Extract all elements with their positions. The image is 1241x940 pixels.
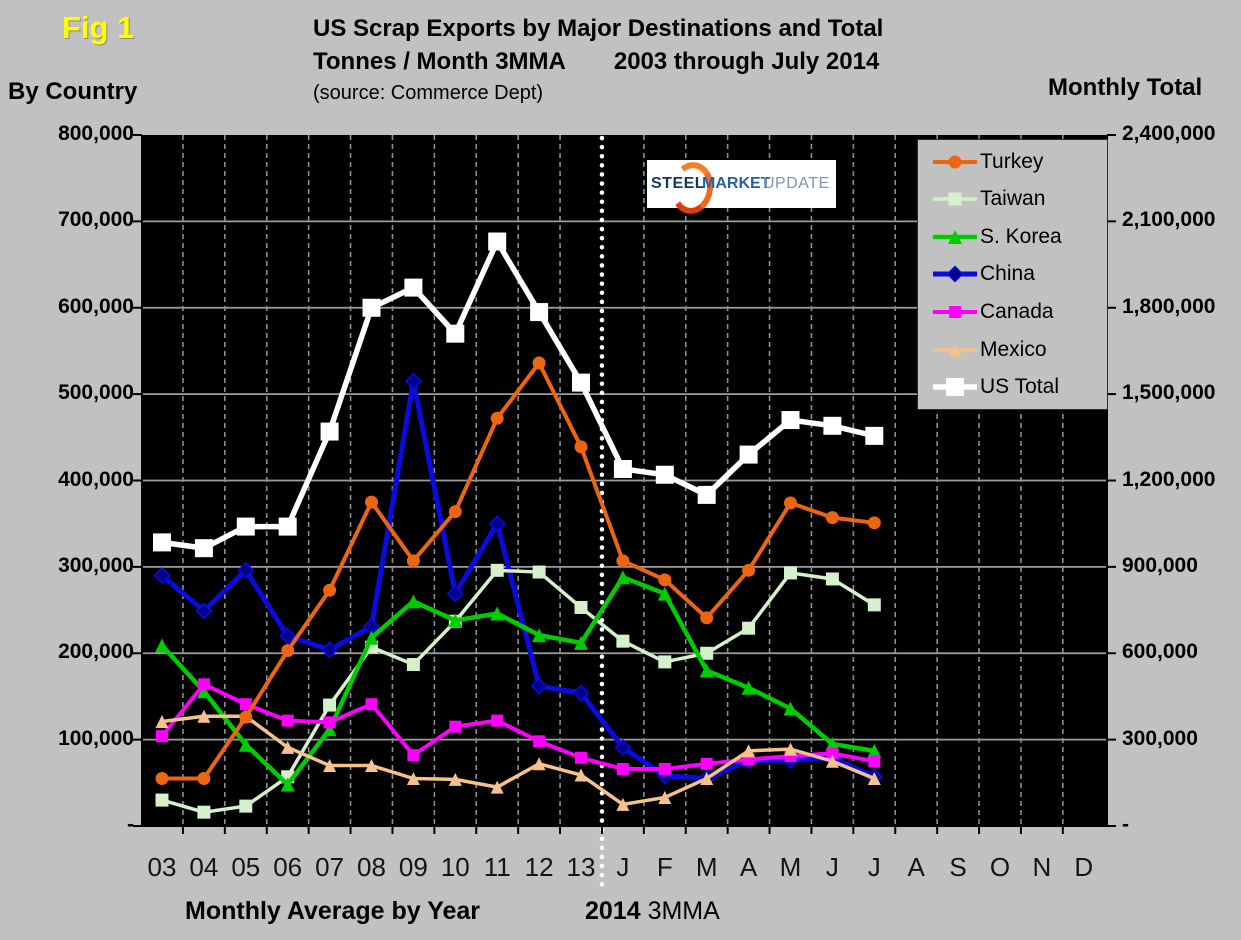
legend-label-taiwan: Taiwan	[980, 187, 1046, 211]
x-tick-label: N	[1032, 852, 1052, 882]
y-right-tick-label: 300,000	[1122, 726, 1198, 750]
chart-title: US Scrap Exports by Major Destinations a…	[313, 15, 884, 42]
legend-item-turkey: Turkey	[932, 144, 1107, 180]
ustotal-line-marker-icon	[933, 378, 977, 397]
legend-item-skorea: S. Korea	[932, 219, 1107, 255]
mexico-line-marker-icon	[933, 343, 977, 357]
legend-item-mexico: Mexico	[932, 332, 1107, 368]
y-right-tick-label: 1,800,000	[1122, 294, 1216, 318]
x-tick-label: A	[907, 852, 925, 882]
x-tick-label: M	[695, 852, 718, 882]
x-tick-label: 08	[357, 852, 386, 882]
legend-item-china: China	[932, 256, 1107, 292]
china-line-marker-icon	[933, 265, 977, 284]
y-right-tick-label: 600,000	[1122, 640, 1198, 664]
taiwan-line-marker-icon	[933, 192, 977, 206]
x-tick-label: 11	[483, 852, 511, 882]
legend-label-turkey: Turkey	[980, 149, 1044, 173]
caption-2014-3mma: 3MMA	[640, 897, 720, 925]
legend-label-mexico: Mexico	[980, 337, 1047, 361]
x-tick-label: 07	[315, 852, 345, 882]
chart-subtitle-units: Tonnes / Month 3MMA	[313, 48, 566, 75]
x-tick-label: 05	[231, 852, 261, 882]
y-left-tick-label: 400,000	[58, 467, 134, 491]
x-tick-label: 09	[398, 852, 428, 882]
logo-word-update: UPDATE	[763, 175, 830, 192]
y-right-tick-label: 1,200,000	[1122, 467, 1216, 491]
x-tick-label: F	[656, 852, 673, 882]
y-right-tick-label: 2,400,000	[1122, 122, 1216, 145]
x-tick-label: M	[779, 852, 802, 882]
chart-source: (source: Commerce Dept)	[313, 82, 544, 104]
y-left-tick-label: 600,000	[58, 294, 134, 318]
y-left-tick-label: 700,000	[58, 208, 134, 232]
caption-2014: 2014 3MMA	[585, 897, 720, 926]
y-right-tick-label: 1,500,000	[1122, 381, 1216, 405]
x-tick-label: 13	[566, 852, 596, 882]
x-tick-label: O	[989, 852, 1011, 882]
legend-label-skorea: S. Korea	[980, 224, 1062, 248]
legend-item-taiwan: Taiwan	[932, 181, 1107, 217]
figure-label: Fig 1	[62, 10, 135, 45]
x-tick-label: A	[739, 852, 758, 882]
y-right-tick-label: -	[1122, 813, 1129, 836]
legend-label-ustotal: US Total	[980, 375, 1059, 399]
x-axis-labels: 03 04 05 06 07 08 09 10 11 12 13 J F M A M J J A S O N D	[0, 852, 1241, 884]
canada-line	[160, 681, 875, 771]
y-left-tick-label: 200,000	[58, 640, 134, 664]
y-left-tick-label: 300,000	[58, 553, 134, 577]
logo-word-steel: STEEL	[651, 175, 706, 192]
y-left-tick-label: 500,000	[58, 381, 134, 405]
y-right-tick-label: 900,000	[1122, 553, 1198, 577]
legend-label-china: China	[980, 262, 1035, 286]
x-tick-label: 06	[273, 852, 303, 882]
caption-years: Monthly Average by Year	[185, 897, 481, 925]
y-left-tick-label: 800,000	[58, 122, 134, 145]
mexico-line	[161, 714, 875, 807]
turkey-line-marker-icon	[933, 155, 977, 169]
chart-subtitle-range: 2003 through July 2014	[613, 48, 880, 75]
y-left-tick-label: 100,000	[58, 726, 134, 750]
y-right-tick-label: 2,100,000	[1122, 208, 1216, 232]
legend: Turkey Taiwan S. Korea China Canada Mexi…	[917, 139, 1108, 410]
chart-title-block: US Scrap Exports by Major Destinations a…	[313, 12, 883, 108]
legend-item-canada: Canada	[932, 294, 1107, 330]
x-tick-label: 12	[524, 852, 554, 882]
x-tick-label: S	[949, 852, 967, 882]
skorea-line-marker-icon	[933, 229, 977, 244]
y-left-tick-label: -	[127, 813, 134, 836]
x-tick-label: J	[867, 852, 881, 882]
left-axis-title: By Country	[8, 78, 138, 105]
canada-line-marker-icon	[933, 306, 977, 319]
legend-item-ustotal: US Total	[932, 369, 1107, 405]
chart-subtitle: Tonnes / Month 3MMA 2003 through July 201…	[313, 45, 883, 78]
x-tick-label: D	[1074, 852, 1094, 882]
logo-word-market: MARKET	[702, 175, 771, 192]
chart-plot-svg	[133, 134, 1116, 893]
legend-label-canada: Canada	[980, 300, 1054, 324]
x-tick-label: 10	[440, 852, 470, 882]
steel-market-update-logo: STEEL MARKET UPDATE	[647, 159, 836, 217]
x-tick-label: J	[825, 852, 839, 882]
x-tick-label: 03	[147, 852, 177, 882]
right-axis-title: Monthly Total	[1048, 74, 1203, 101]
x-tick-label: 04	[189, 852, 219, 882]
caption-2014-year: 2014	[585, 897, 641, 925]
s-korea-line	[160, 574, 875, 788]
taiwan-line	[161, 568, 876, 814]
x-tick-label: J	[616, 852, 630, 882]
turkey-line	[162, 359, 875, 781]
